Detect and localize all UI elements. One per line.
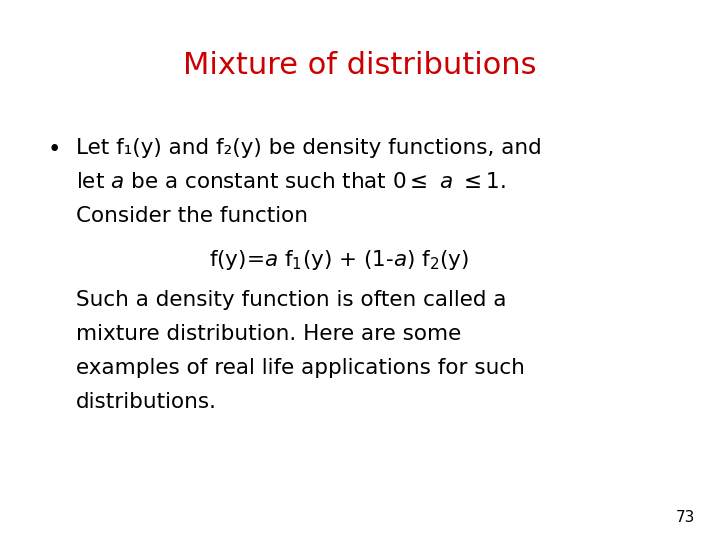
Text: let $a$ be a constant such that 0$\leq$ $a$ $\leq$1.: let $a$ be a constant such that 0$\leq$ … xyxy=(76,172,505,192)
Text: examples of real life applications for such: examples of real life applications for s… xyxy=(76,358,524,378)
Text: Consider the function: Consider the function xyxy=(76,206,307,226)
Text: Such a density function is often called a: Such a density function is often called … xyxy=(76,290,506,310)
Text: Let f₁(y) and f₂(y) be density functions, and: Let f₁(y) and f₂(y) be density functions… xyxy=(76,138,541,158)
Text: Mixture of distributions: Mixture of distributions xyxy=(184,51,536,80)
Text: f(y)=$a$ f$_1$(y) + (1-$a$) f$_2$(y): f(y)=$a$ f$_1$(y) + (1-$a$) f$_2$(y) xyxy=(209,248,469,272)
Text: 73: 73 xyxy=(675,510,695,525)
Text: mixture distribution. Here are some: mixture distribution. Here are some xyxy=(76,324,461,344)
Text: distributions.: distributions. xyxy=(76,392,217,412)
Text: •: • xyxy=(48,138,60,161)
